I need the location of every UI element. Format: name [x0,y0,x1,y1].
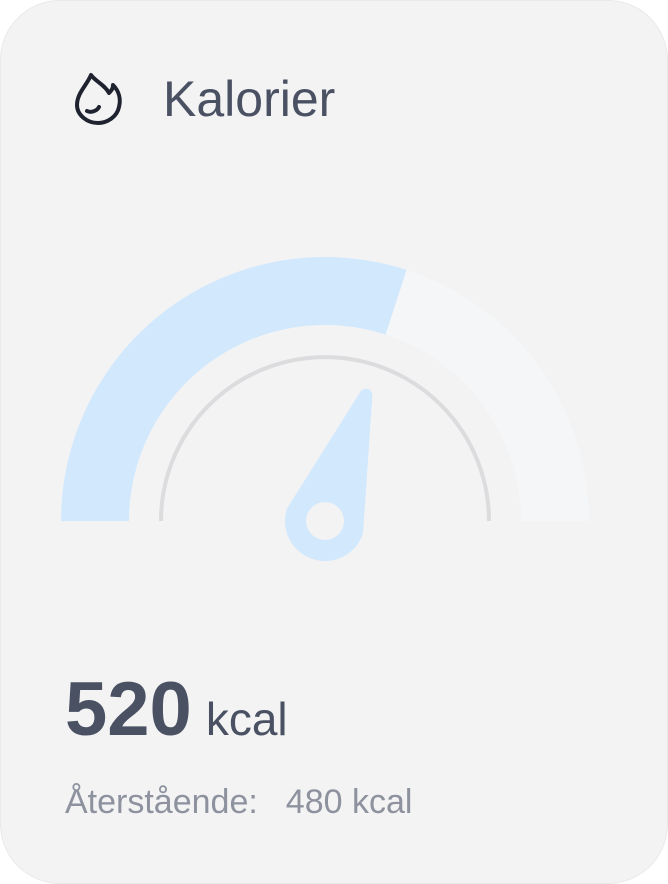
card-title: Kalorier [163,71,336,127]
gauge-fill [61,257,407,521]
consumed-unit: kcal [205,693,288,745]
consumed-row: 520 kcal [65,665,288,755]
gauge-needle-hub [306,502,344,540]
gauge-inner-arc [159,355,491,522]
remaining-label: Återstående: [65,782,258,821]
remaining-row: Återstående: 480 kcal [65,777,412,827]
remaining-value: 480 kcal [285,782,413,821]
consumed-value: 520 [65,667,192,752]
flame-icon [71,67,125,127]
calorie-gauge [61,257,589,562]
